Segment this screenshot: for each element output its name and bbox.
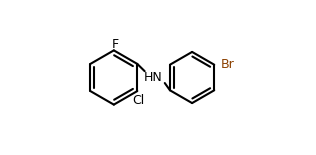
Text: HN: HN (143, 71, 162, 84)
Text: Br: Br (221, 58, 234, 71)
Text: Cl: Cl (133, 94, 145, 107)
Text: F: F (112, 38, 119, 51)
